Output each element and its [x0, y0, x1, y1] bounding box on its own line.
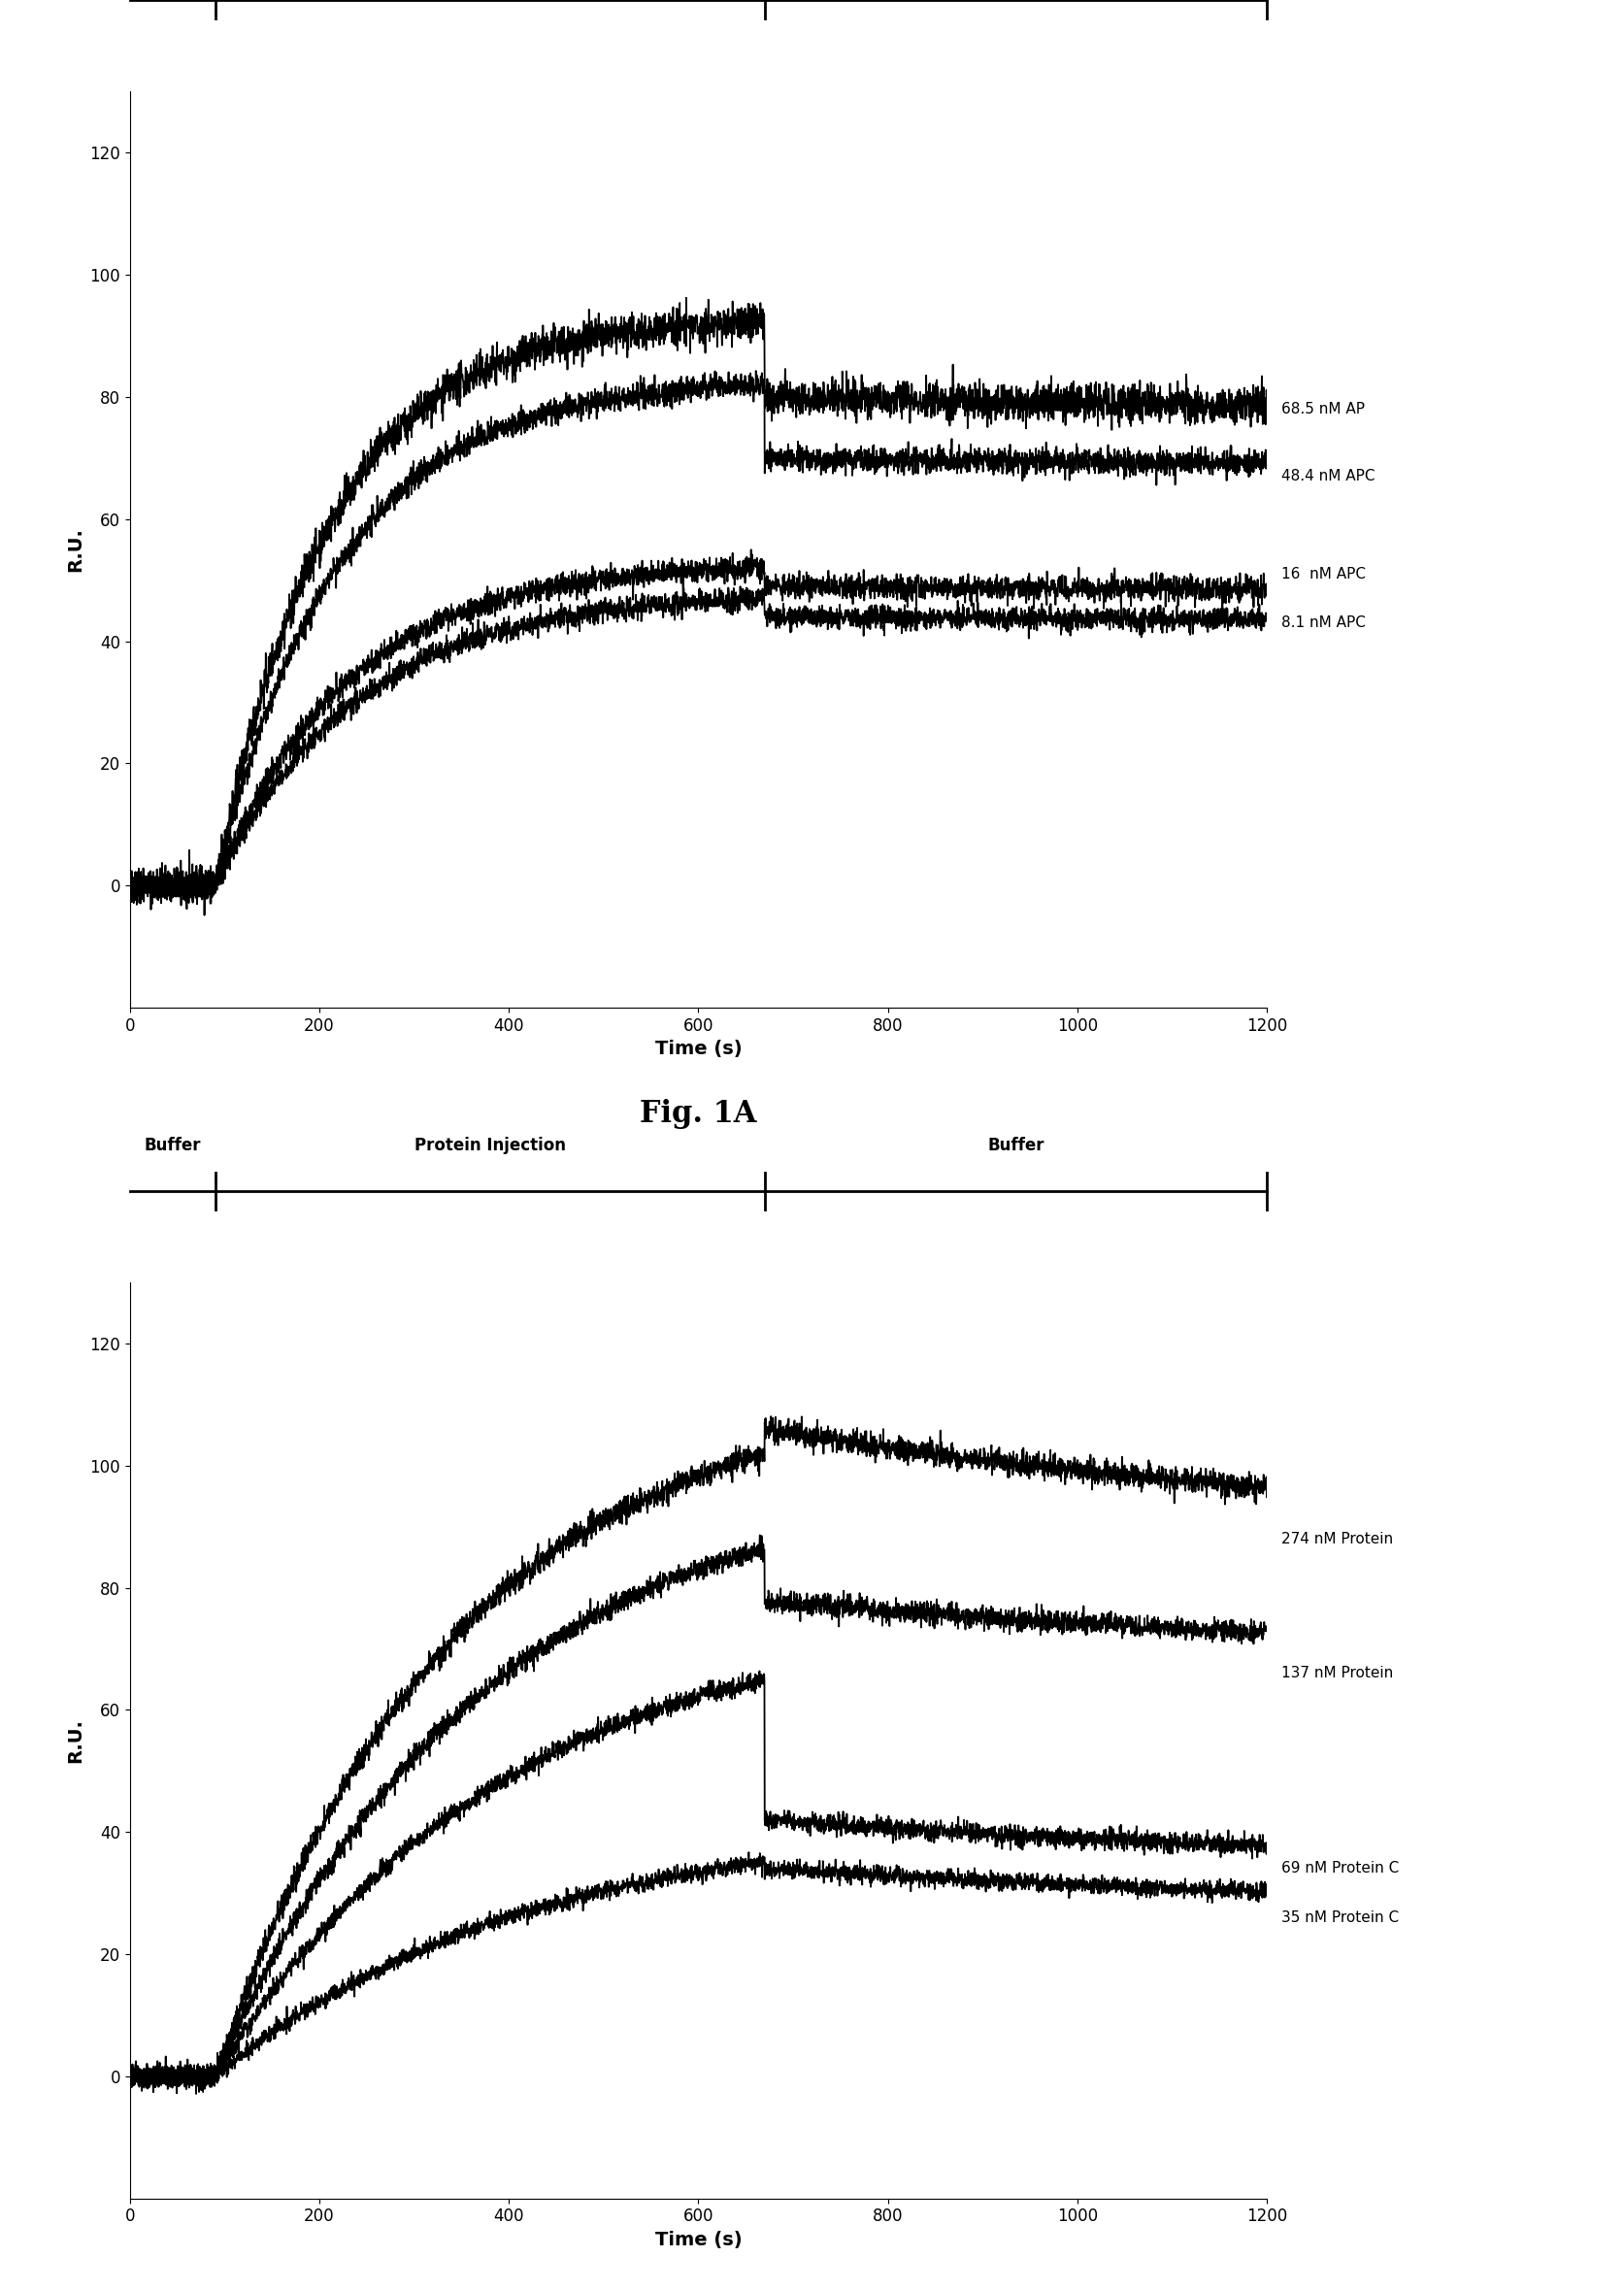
Text: 69 nM Protein C: 69 nM Protein C	[1281, 1862, 1398, 1876]
Y-axis label: R.U.: R.U.	[67, 1718, 84, 1763]
Text: Buffer: Buffer	[987, 1136, 1044, 1154]
Text: 68.5 nM AP: 68.5 nM AP	[1281, 401, 1364, 417]
Text: 35 nM Protein C: 35 nM Protein C	[1281, 1910, 1398, 1926]
Text: 8.1 nM APC: 8.1 nM APC	[1281, 616, 1366, 630]
Text: Protein Injection: Protein Injection	[414, 1136, 565, 1154]
Y-axis label: R.U.: R.U.	[67, 527, 84, 572]
Text: 137 nM Protein: 137 nM Protein	[1281, 1665, 1393, 1681]
Text: 274 nM Protein: 274 nM Protein	[1281, 1532, 1393, 1546]
X-axis label: Time (s): Time (s)	[654, 2230, 742, 2249]
Text: 16  nM APC: 16 nM APC	[1281, 566, 1366, 582]
Text: Buffer: Buffer	[145, 1136, 201, 1154]
Text: 48.4 nM APC: 48.4 nM APC	[1281, 469, 1374, 483]
X-axis label: Time (s): Time (s)	[654, 1040, 742, 1058]
Text: Fig. 1A: Fig. 1A	[640, 1099, 757, 1129]
